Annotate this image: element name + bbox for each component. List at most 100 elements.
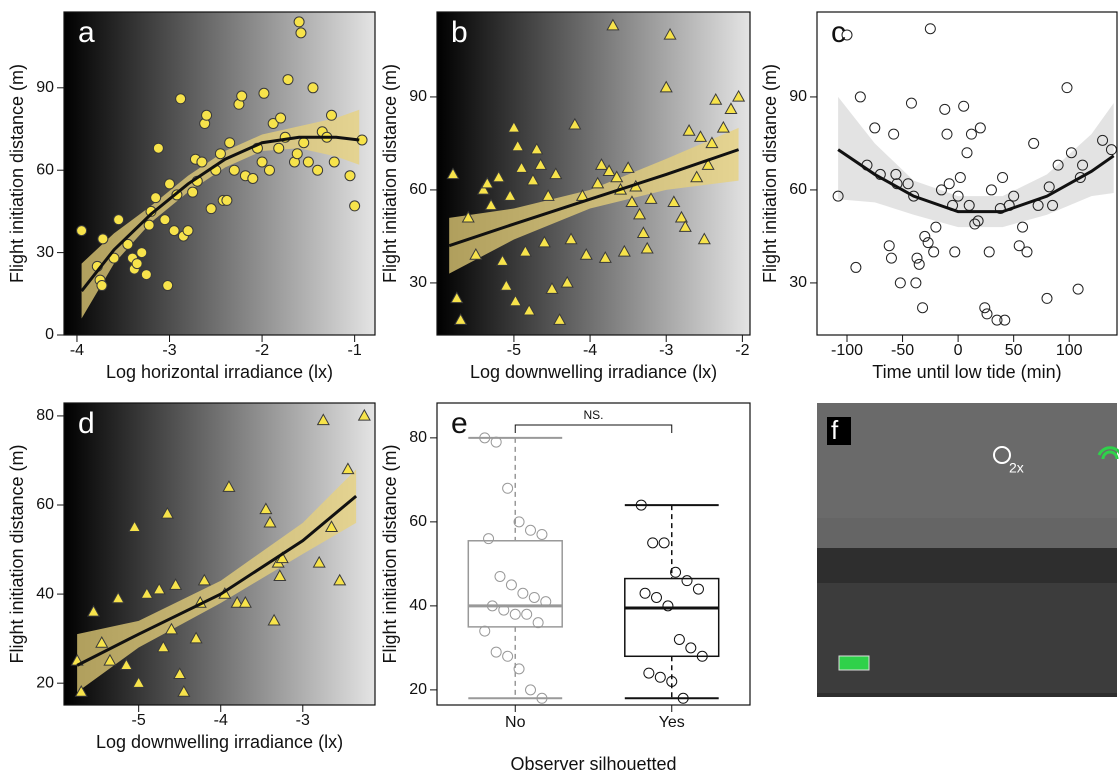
- point: [682, 124, 696, 136]
- point: [888, 128, 900, 140]
- point: [841, 29, 853, 41]
- box: [467, 540, 563, 628]
- point: [197, 573, 211, 586]
- point: [701, 158, 715, 170]
- point: [1017, 221, 1029, 233]
- point: [316, 413, 330, 426]
- point: [602, 164, 616, 177]
- point: [122, 238, 134, 250]
- point: [969, 218, 981, 230]
- x-tick-label: -4: [583, 342, 597, 359]
- point: [922, 237, 934, 249]
- y-tick-label: 90: [789, 88, 807, 105]
- point: [341, 462, 355, 475]
- point: [258, 87, 270, 99]
- point: [484, 198, 498, 211]
- point: [152, 582, 166, 595]
- point: [189, 631, 203, 644]
- point: [972, 215, 984, 227]
- point: [259, 502, 273, 515]
- point: [952, 190, 964, 202]
- point: [298, 137, 310, 149]
- point: [1061, 82, 1073, 94]
- point: [534, 158, 548, 170]
- significance-bracket: [514, 424, 673, 433]
- point: [293, 16, 305, 28]
- x-axis-label: Log horizontal irradiance (lx): [106, 362, 333, 382]
- plot-frame: [63, 11, 376, 336]
- point: [499, 278, 513, 291]
- point: [1065, 147, 1077, 159]
- point: [238, 595, 252, 608]
- y-axis-label: Flight initiation distance (m): [760, 64, 780, 283]
- point: [164, 622, 179, 635]
- label-box: [827, 417, 851, 445]
- point: [525, 684, 537, 696]
- point: [302, 156, 314, 168]
- point: [97, 233, 109, 245]
- point: [528, 591, 540, 603]
- point: [965, 128, 977, 140]
- point: [636, 226, 650, 239]
- point: [517, 587, 529, 599]
- point: [564, 232, 578, 245]
- point: [275, 112, 287, 124]
- y-tick-label: 80: [36, 407, 54, 424]
- point: [291, 148, 303, 160]
- point: [505, 579, 517, 591]
- point: [1077, 159, 1089, 171]
- point: [312, 164, 324, 176]
- point: [273, 142, 285, 154]
- point: [507, 120, 521, 133]
- y-axis-label: Flight initiation distance (m): [380, 444, 400, 663]
- point: [86, 604, 101, 617]
- point: [658, 537, 670, 549]
- x-tick-label: 0: [954, 342, 963, 359]
- point: [224, 137, 236, 149]
- point: [928, 246, 940, 258]
- confidence-band: [449, 127, 739, 274]
- point: [850, 261, 862, 273]
- point: [902, 178, 914, 190]
- point: [228, 164, 240, 176]
- point: [958, 100, 970, 112]
- point: [541, 189, 555, 201]
- confidence-band: [838, 96, 1114, 228]
- point: [954, 172, 966, 184]
- x-tick-label: Yes: [659, 714, 685, 731]
- point: [979, 302, 991, 314]
- plot-frame: [63, 402, 376, 706]
- plot-frame: [816, 11, 1118, 336]
- point: [479, 432, 491, 444]
- y-tick-label: 20: [409, 681, 427, 698]
- point: [490, 646, 502, 658]
- y-tick-label: 60: [789, 181, 807, 198]
- confidence-band: [81, 109, 360, 319]
- point: [357, 408, 371, 421]
- panel-label: f: [831, 415, 839, 445]
- y-tick-label: 0: [45, 326, 54, 343]
- y-tick-label: 60: [36, 161, 54, 178]
- point: [196, 156, 208, 168]
- point: [697, 232, 711, 245]
- point: [267, 613, 281, 626]
- panel: 30 60 90 Flight initiation distance (m) Log …: [380, 11, 751, 382]
- point: [910, 277, 922, 289]
- point: [911, 252, 923, 264]
- point: [177, 685, 191, 697]
- x-tick-label: -3: [296, 712, 310, 729]
- point: [446, 167, 460, 180]
- point: [502, 482, 514, 494]
- y-tick-label: 40: [409, 597, 427, 614]
- point: [508, 294, 522, 307]
- point: [997, 172, 1009, 184]
- y-axis-label: Flight initiation distance (m): [7, 444, 27, 663]
- point: [709, 93, 723, 105]
- point: [140, 587, 154, 599]
- point: [214, 148, 226, 160]
- point: [883, 240, 895, 252]
- point: [913, 258, 925, 270]
- point: [685, 642, 697, 654]
- x-tick-label: -4: [214, 712, 228, 729]
- point: [999, 314, 1011, 326]
